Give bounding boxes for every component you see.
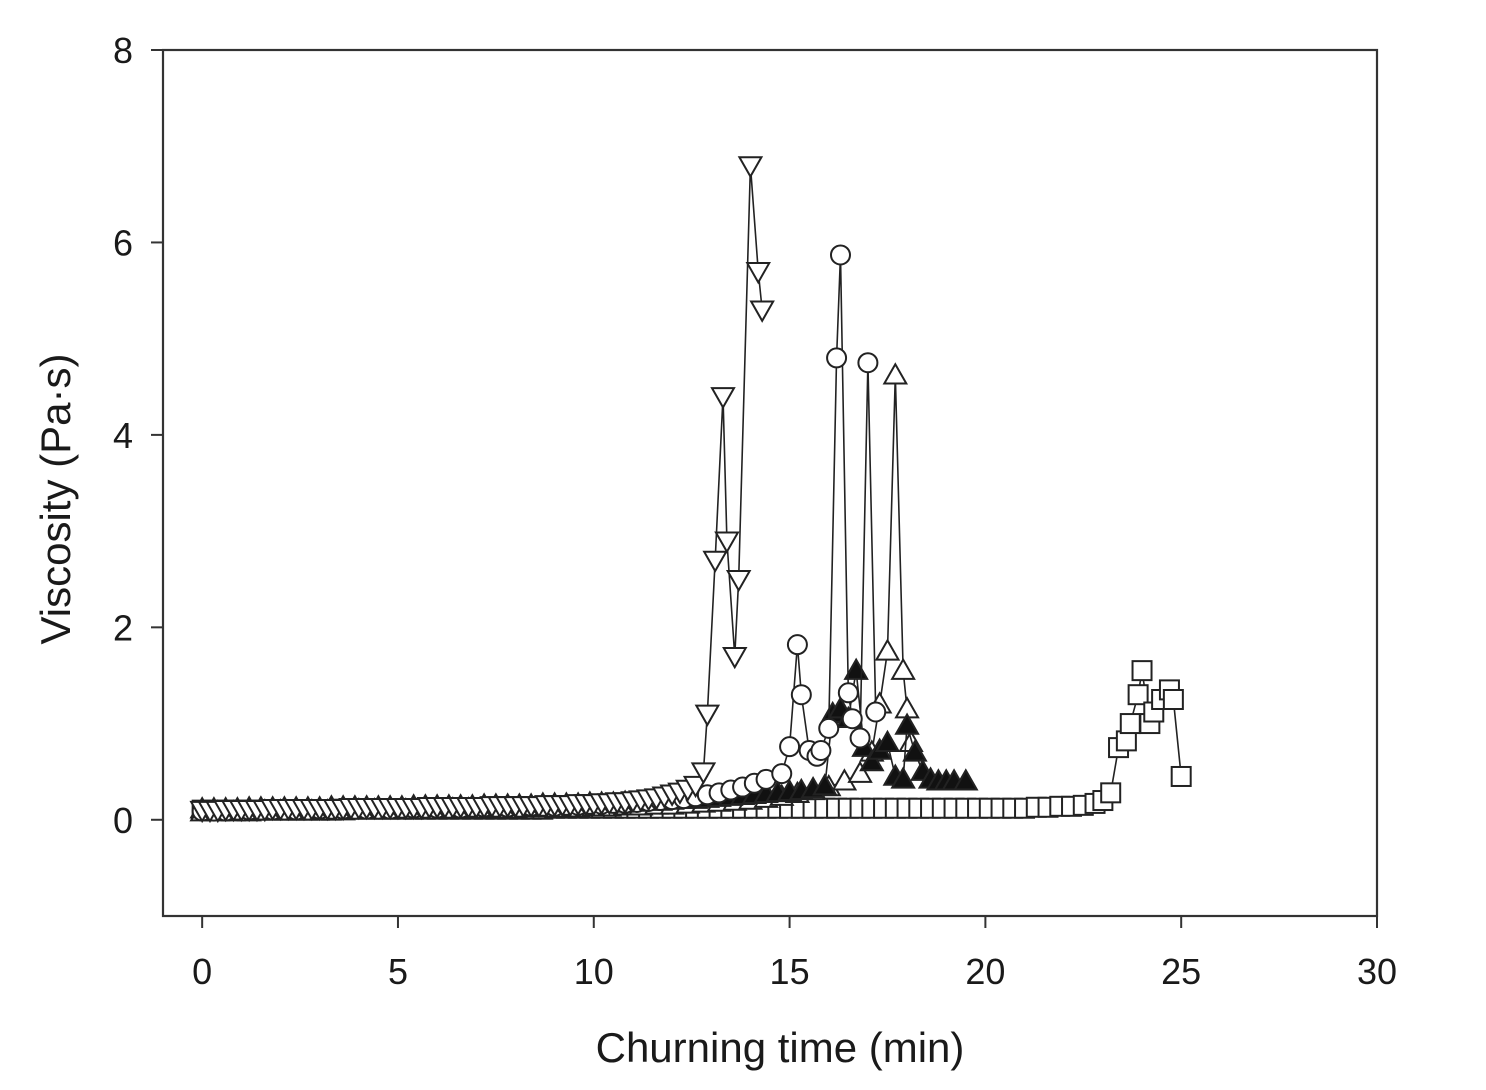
- square-marker: [1100, 782, 1122, 804]
- y-tick-label: 8: [113, 30, 133, 71]
- square-marker: [1131, 660, 1153, 682]
- filled-triangle-marker: [874, 729, 901, 753]
- series-circle-open: [191, 244, 887, 822]
- circle-marker: [786, 634, 808, 656]
- circle-marker: [857, 352, 879, 374]
- triangle-down-marker: [725, 569, 752, 593]
- circle-marker: [826, 347, 848, 369]
- triangle-down-marker: [682, 775, 709, 799]
- square-marker: [1119, 713, 1141, 735]
- square-marker: [1115, 730, 1137, 752]
- x-tick-label: 15: [770, 951, 810, 992]
- triangle-down-marker: [694, 704, 721, 727]
- triangle-down-marker: [710, 387, 736, 410]
- triangle-down-marker: [690, 762, 717, 785]
- triangle-down-marker: [749, 300, 775, 323]
- triangle-up-marker: [890, 657, 916, 680]
- filled-triangle-marker: [890, 766, 916, 789]
- y-tick-label: 0: [113, 800, 133, 841]
- series-layer: [189, 156, 1192, 824]
- circle-marker: [790, 684, 812, 706]
- series-line: [202, 165, 763, 811]
- series-line: [202, 254, 877, 812]
- filled-triangle-marker: [859, 749, 885, 772]
- circle-marker: [771, 763, 793, 785]
- y-tick-label: 4: [113, 415, 133, 456]
- circle-marker: [818, 717, 840, 739]
- circle-marker: [865, 701, 887, 723]
- y-tick-label: 6: [113, 222, 133, 263]
- filled-triangle-marker: [894, 712, 920, 735]
- filled-triangle-marker: [812, 773, 838, 796]
- y-axis-title: Viscosity (Pa·s): [32, 354, 79, 645]
- triangle-down-marker: [745, 262, 771, 285]
- triangle-down-marker: [714, 531, 740, 554]
- square-marker: [1162, 689, 1184, 710]
- x-tick-label: 0: [192, 951, 212, 992]
- x-tick-label: 5: [388, 951, 408, 992]
- x-tick-label: 10: [574, 951, 614, 992]
- x-tick-label: 30: [1357, 951, 1397, 992]
- circle-marker: [779, 736, 801, 758]
- y-axis-ticks: 0 2 4 6 8: [113, 30, 163, 841]
- triangle-down-marker: [702, 550, 728, 573]
- x-axis-title: Churning time (min): [596, 1024, 965, 1071]
- x-tick-label: 25: [1161, 951, 1201, 992]
- circle-marker: [841, 708, 863, 730]
- square-marker: [1170, 765, 1192, 787]
- circle-marker: [837, 682, 859, 704]
- circle-marker: [829, 244, 851, 266]
- series-triangle-down-open: [189, 156, 775, 824]
- square-marker: [1127, 684, 1149, 706]
- x-tick-label: 20: [965, 951, 1005, 992]
- triangle-down-marker: [737, 156, 764, 179]
- triangle-down-marker: [722, 646, 748, 670]
- filled-triangle-marker: [902, 739, 928, 762]
- triangle-up-marker: [847, 760, 873, 783]
- triangle-up-marker: [882, 362, 909, 385]
- y-tick-label: 2: [113, 607, 133, 648]
- filled-triangle-marker: [953, 768, 979, 791]
- plot-frame: [161, 48, 1379, 918]
- triangle-up-marker: [874, 638, 901, 661]
- circle-marker: [849, 727, 871, 749]
- circle-marker: [810, 739, 832, 761]
- x-axis-ticks: 0 5 10 15 20 25 30: [192, 916, 1397, 992]
